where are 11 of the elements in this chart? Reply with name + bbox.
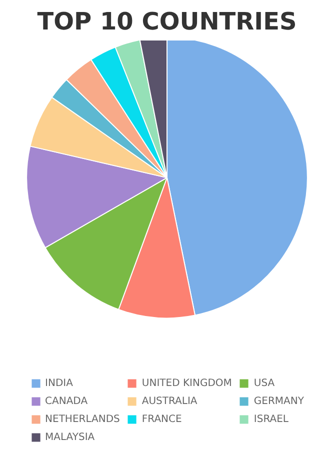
legend-label: USA	[254, 378, 275, 388]
legend-label: CANADA	[45, 396, 88, 406]
legend-label: GERMANY	[254, 396, 304, 406]
legend-label: FRANCE	[142, 414, 182, 424]
legend-label: MALAYSIA	[45, 432, 95, 442]
legend-label: ISRAEL	[254, 414, 288, 424]
legend-label: NETHERLANDS	[45, 414, 120, 424]
legend-label: UNITED KINGDOM	[142, 378, 232, 388]
chart-title: TOP 10 COUNTRIES	[37, 8, 297, 36]
legend-label: INDIA	[45, 378, 73, 388]
legend-label: AUSTRALIA	[142, 396, 198, 406]
